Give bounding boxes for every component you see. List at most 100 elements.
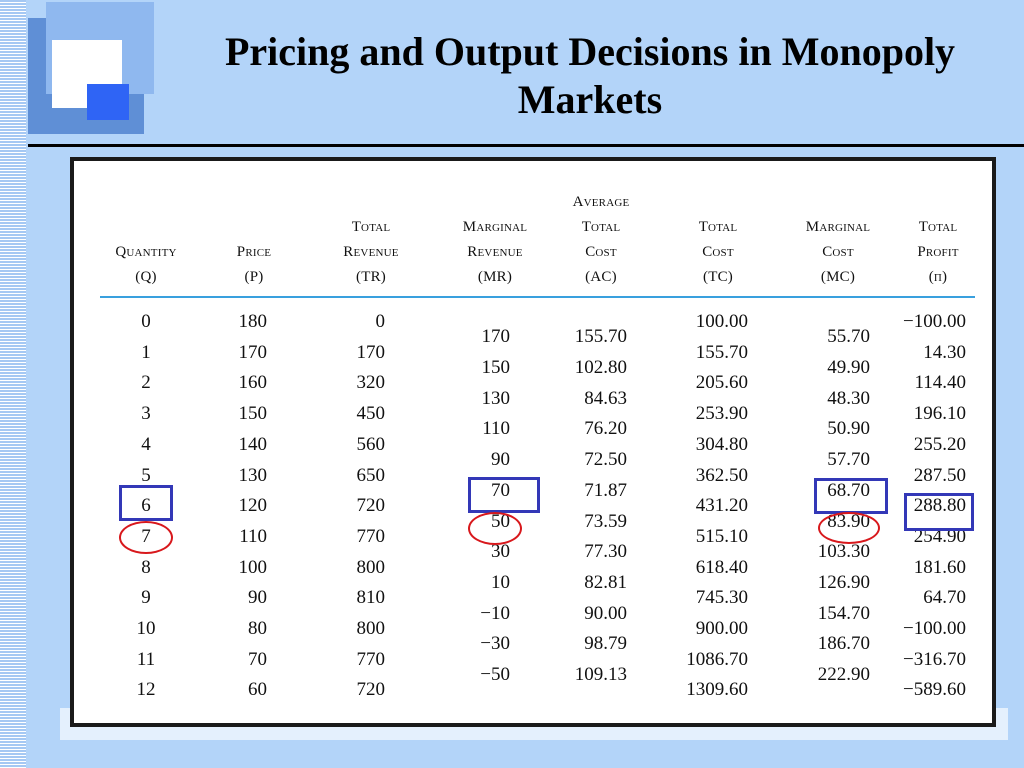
table-cell-marginal-cost: 126.90 — [817, 571, 870, 593]
table-cell-average-total-cost: 84.63 — [584, 387, 627, 409]
table-cell-price: 160 — [238, 372, 268, 394]
table-cell-average-total-cost: 109.13 — [574, 664, 627, 686]
column-header-line: Marginal — [462, 219, 528, 235]
table-cell-marginal-revenue: −10 — [480, 602, 510, 624]
column-header-line: (MR) — [477, 269, 513, 285]
table-cell-price: 70 — [248, 648, 267, 670]
mr-highlight-box — [468, 477, 540, 513]
logo-square-blue — [87, 84, 129, 120]
table-cell-marginal-cost: 103.30 — [817, 541, 870, 563]
table-cell-quantity: 5 — [141, 464, 151, 486]
table-cell-total-profit: 14.30 — [923, 341, 966, 363]
table-cell-total-cost: 155.70 — [695, 341, 748, 363]
table-cell-total-profit: −100.00 — [903, 618, 966, 639]
table-cell-total-revenue: 770 — [356, 648, 386, 670]
table-cell-marginal-cost: 50.90 — [827, 418, 870, 440]
table-cell-total-profit: 64.70 — [923, 587, 966, 609]
table-cell-marginal-revenue: 10 — [491, 571, 510, 593]
column-header-line: Revenue — [343, 244, 399, 260]
column-header-line: Price — [236, 244, 272, 260]
table-cell-total-profit: 254.90 — [913, 525, 966, 547]
table-cell-marginal-revenue: 30 — [491, 541, 510, 563]
table-cell-total-cost: 304.80 — [695, 433, 748, 455]
table-cell-marginal-cost: 48.30 — [827, 387, 870, 409]
table-cell-marginal-revenue: 170 — [481, 326, 511, 348]
mc-highlight-circle — [818, 512, 880, 544]
column-header-line: (MC) — [820, 269, 856, 285]
column-header-line: Quantity — [115, 244, 177, 260]
table-cell-marginal-cost: 186.70 — [817, 633, 870, 655]
table-cell-quantity: 9 — [141, 587, 151, 609]
table-cell-total-revenue: 450 — [356, 403, 386, 425]
table-cell-average-total-cost: 71.87 — [584, 479, 627, 501]
table-cell-marginal-cost: 55.70 — [827, 326, 870, 348]
title-rule — [28, 144, 1024, 147]
table-cell-marginal-revenue: 70 — [491, 479, 510, 501]
table-cell-total-cost: 1086.70 — [686, 648, 748, 670]
table-cell-quantity: 10 — [136, 618, 156, 639]
table-cell-quantity: 11 — [136, 648, 156, 670]
column-header-line: Profit — [917, 244, 959, 260]
column-header: Quantity (Q) — [86, 240, 206, 290]
table-cell-quantity: 3 — [141, 403, 151, 425]
table-cell-quantity: 4 — [141, 433, 151, 455]
table-cell-average-total-cost: 76.20 — [584, 418, 627, 440]
table-cell-quantity: 12 — [136, 679, 156, 701]
table-cell-quantity: 6 — [141, 495, 151, 517]
table-cell-total-cost: 745.30 — [695, 587, 748, 609]
table-cell-total-revenue: 0 — [375, 311, 386, 332]
table-cell-marginal-revenue: 150 — [481, 357, 511, 379]
column-header-line: (P) — [244, 269, 264, 285]
table-cell-total-profit: −316.70 — [903, 648, 966, 670]
table-cell-price: 140 — [238, 433, 268, 455]
table-cell-average-total-cost: 77.30 — [584, 541, 627, 563]
column-header: Total Revenue (TR) — [311, 215, 431, 290]
table-cell-marginal-revenue: 90 — [491, 449, 510, 471]
table-cell-total-revenue: 770 — [356, 525, 386, 547]
table-cell-marginal-revenue: 110 — [482, 418, 510, 440]
table-cell-average-total-cost: 72.50 — [584, 449, 627, 471]
table-cell-average-total-cost: 102.80 — [574, 357, 627, 379]
table-cell-average-total-cost: 90.00 — [584, 602, 627, 624]
table-cell-total-profit: 181.60 — [913, 556, 966, 578]
table-cell-price: 130 — [238, 464, 268, 486]
column-header-line: Total — [351, 219, 391, 235]
column-header: Total Cost (TC) — [658, 215, 778, 290]
table-cell-total-profit: 255.20 — [913, 433, 966, 455]
mr-highlight-circle — [468, 512, 522, 545]
table-cell-marginal-revenue: 130 — [481, 387, 511, 409]
column-header: Total Profit (π) — [878, 215, 998, 290]
table-cell-total-profit: 287.50 — [913, 464, 966, 486]
column-header-line: (TC) — [703, 269, 733, 285]
table-cell-total-cost: 618.40 — [695, 556, 748, 578]
table-cell-marginal-cost: 154.70 — [817, 602, 870, 624]
table-cell-total-revenue: 800 — [356, 618, 386, 639]
table-cell-total-profit: 288.80 — [913, 495, 966, 517]
column-header: Price (P) — [194, 240, 314, 290]
table-cell-total-revenue: 720 — [356, 495, 386, 517]
table-cell-marginal-revenue: −50 — [480, 664, 510, 686]
table-cell-price: 180 — [238, 311, 268, 332]
column-header-line: Marginal — [805, 219, 871, 235]
column-header: Average Total Cost (AC) — [541, 190, 661, 290]
table-cell-total-cost: 253.90 — [695, 403, 748, 425]
column-header: Marginal Revenue (MR) — [435, 215, 555, 290]
table-cell-total-profit: 196.10 — [913, 403, 966, 425]
header-rule — [100, 296, 975, 298]
table-cell-total-revenue: 810 — [356, 587, 386, 609]
column-header: Marginal Cost (MC) — [778, 215, 898, 290]
table-cell-total-cost: 900.00 — [695, 618, 748, 639]
table-cell-marginal-cost: 222.90 — [817, 664, 870, 686]
table-cell-marginal-cost: 68.70 — [827, 479, 870, 501]
table-cell-quantity: 8 — [141, 556, 151, 578]
table-cell-price: 110 — [239, 525, 267, 547]
table-cell-total-cost: 431.20 — [695, 495, 748, 517]
table-cell-total-revenue: 720 — [356, 679, 386, 701]
table-cell-total-profit: −589.60 — [903, 679, 966, 701]
column-header-line: (π) — [928, 269, 948, 285]
table-cell-marginal-cost: 49.90 — [827, 357, 870, 379]
table-cell-price: 90 — [248, 587, 267, 609]
column-header-line: (Q) — [135, 269, 157, 285]
table-cell-total-cost: 515.10 — [695, 525, 748, 547]
column-header-line: Cost — [822, 244, 854, 260]
